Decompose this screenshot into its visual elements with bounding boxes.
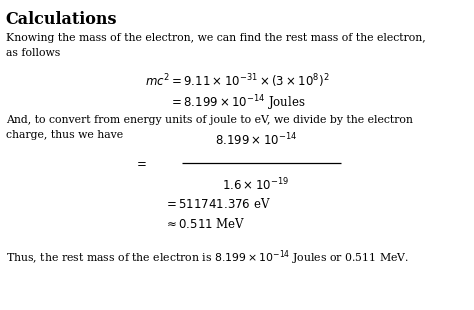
Text: Calculations: Calculations [6,11,117,28]
Text: $mc^2 = 9.11 \times 10^{-31} \times (3 \times 10^{8})^{2}$: $mc^2 = 9.11 \times 10^{-31} \times (3 \… [145,73,329,91]
Text: $8.199 \times 10^{-14}$: $8.199 \times 10^{-14}$ [215,132,297,149]
Text: $= 8.199 \times 10^{-14}$ Joules: $= 8.199 \times 10^{-14}$ Joules [169,93,305,113]
Text: $1.6 \times 10^{-19}$: $1.6 \times 10^{-19}$ [222,177,290,193]
Text: as follows: as follows [6,48,60,58]
Text: $= 511741.376$ eV: $= 511741.376$ eV [164,197,270,211]
Text: charge, thus we have: charge, thus we have [6,130,123,140]
Text: And, to convert from energy units of joule to eV, we divide by the electron: And, to convert from energy units of jou… [6,115,412,125]
Text: $=$: $=$ [134,156,147,169]
Text: Knowing the mass of the electron, we can find the rest mass of the electron,: Knowing the mass of the electron, we can… [6,33,426,42]
Text: $\approx 0.511$ MeV: $\approx 0.511$ MeV [164,217,245,231]
Text: Thus, the rest mass of the electron is $8.199 \times10^{-14}$ Joules or 0.511 Me: Thus, the rest mass of the electron is $… [6,248,409,267]
